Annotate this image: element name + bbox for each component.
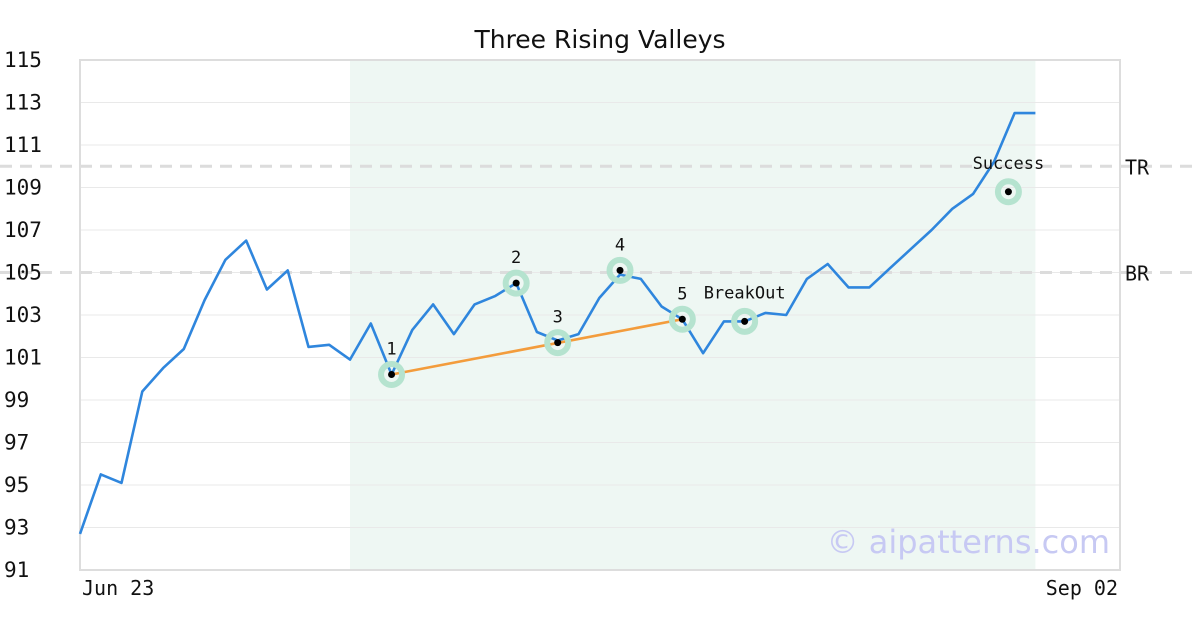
level-label: TR	[1125, 155, 1150, 179]
point-label: Success	[973, 154, 1045, 174]
point-marker-ring	[606, 256, 634, 284]
point-marker-ring	[731, 307, 759, 335]
y-tick-label: 111	[4, 133, 42, 157]
y-tick-label: 103	[4, 303, 42, 327]
point-label: 1	[386, 340, 396, 360]
y-tick-label: 91	[4, 558, 29, 582]
point-marker-ring	[502, 269, 530, 297]
point-marker-ring	[544, 329, 572, 357]
point-marker-dot	[1004, 188, 1012, 196]
y-tick-label: 115	[4, 48, 42, 72]
y-tick-label: 93	[4, 516, 29, 540]
y-tick-label: 105	[4, 261, 42, 285]
point-label: BreakOut	[704, 283, 786, 303]
point-marker-dot	[512, 279, 520, 287]
y-tick-label: 95	[4, 473, 29, 497]
point-marker-ring	[994, 178, 1022, 206]
y-tick-label: 101	[4, 346, 42, 370]
x-tick-label: Sep 02	[1046, 576, 1118, 600]
plot-frame	[79, 59, 1121, 571]
x-tick-label: Jun 23	[82, 576, 154, 600]
y-tick-label: 97	[4, 431, 29, 455]
level-label: BR	[1125, 262, 1150, 286]
point-marker-ring	[668, 305, 696, 333]
y-tick-label: 107	[4, 218, 42, 242]
point-marker-ring	[378, 361, 406, 388]
y-tick-label: 109	[4, 176, 42, 200]
watermark: © aipatterns.com	[827, 523, 1110, 561]
point-marker-dot	[741, 317, 749, 325]
point-label: 4	[615, 235, 625, 255]
chart-title: Three Rising Valleys	[473, 25, 725, 54]
point-label: 2	[511, 248, 521, 268]
point-label: 3	[553, 308, 563, 328]
point-marker-dot	[678, 315, 686, 323]
valley-trendline	[391, 317, 683, 376]
point-marker-dot	[388, 371, 396, 378]
point-marker-dot	[554, 339, 562, 347]
point-label: 5	[677, 284, 687, 304]
point-marker-dot	[616, 266, 624, 274]
y-tick-label: 113	[4, 91, 42, 115]
y-tick-label: 99	[4, 388, 29, 412]
